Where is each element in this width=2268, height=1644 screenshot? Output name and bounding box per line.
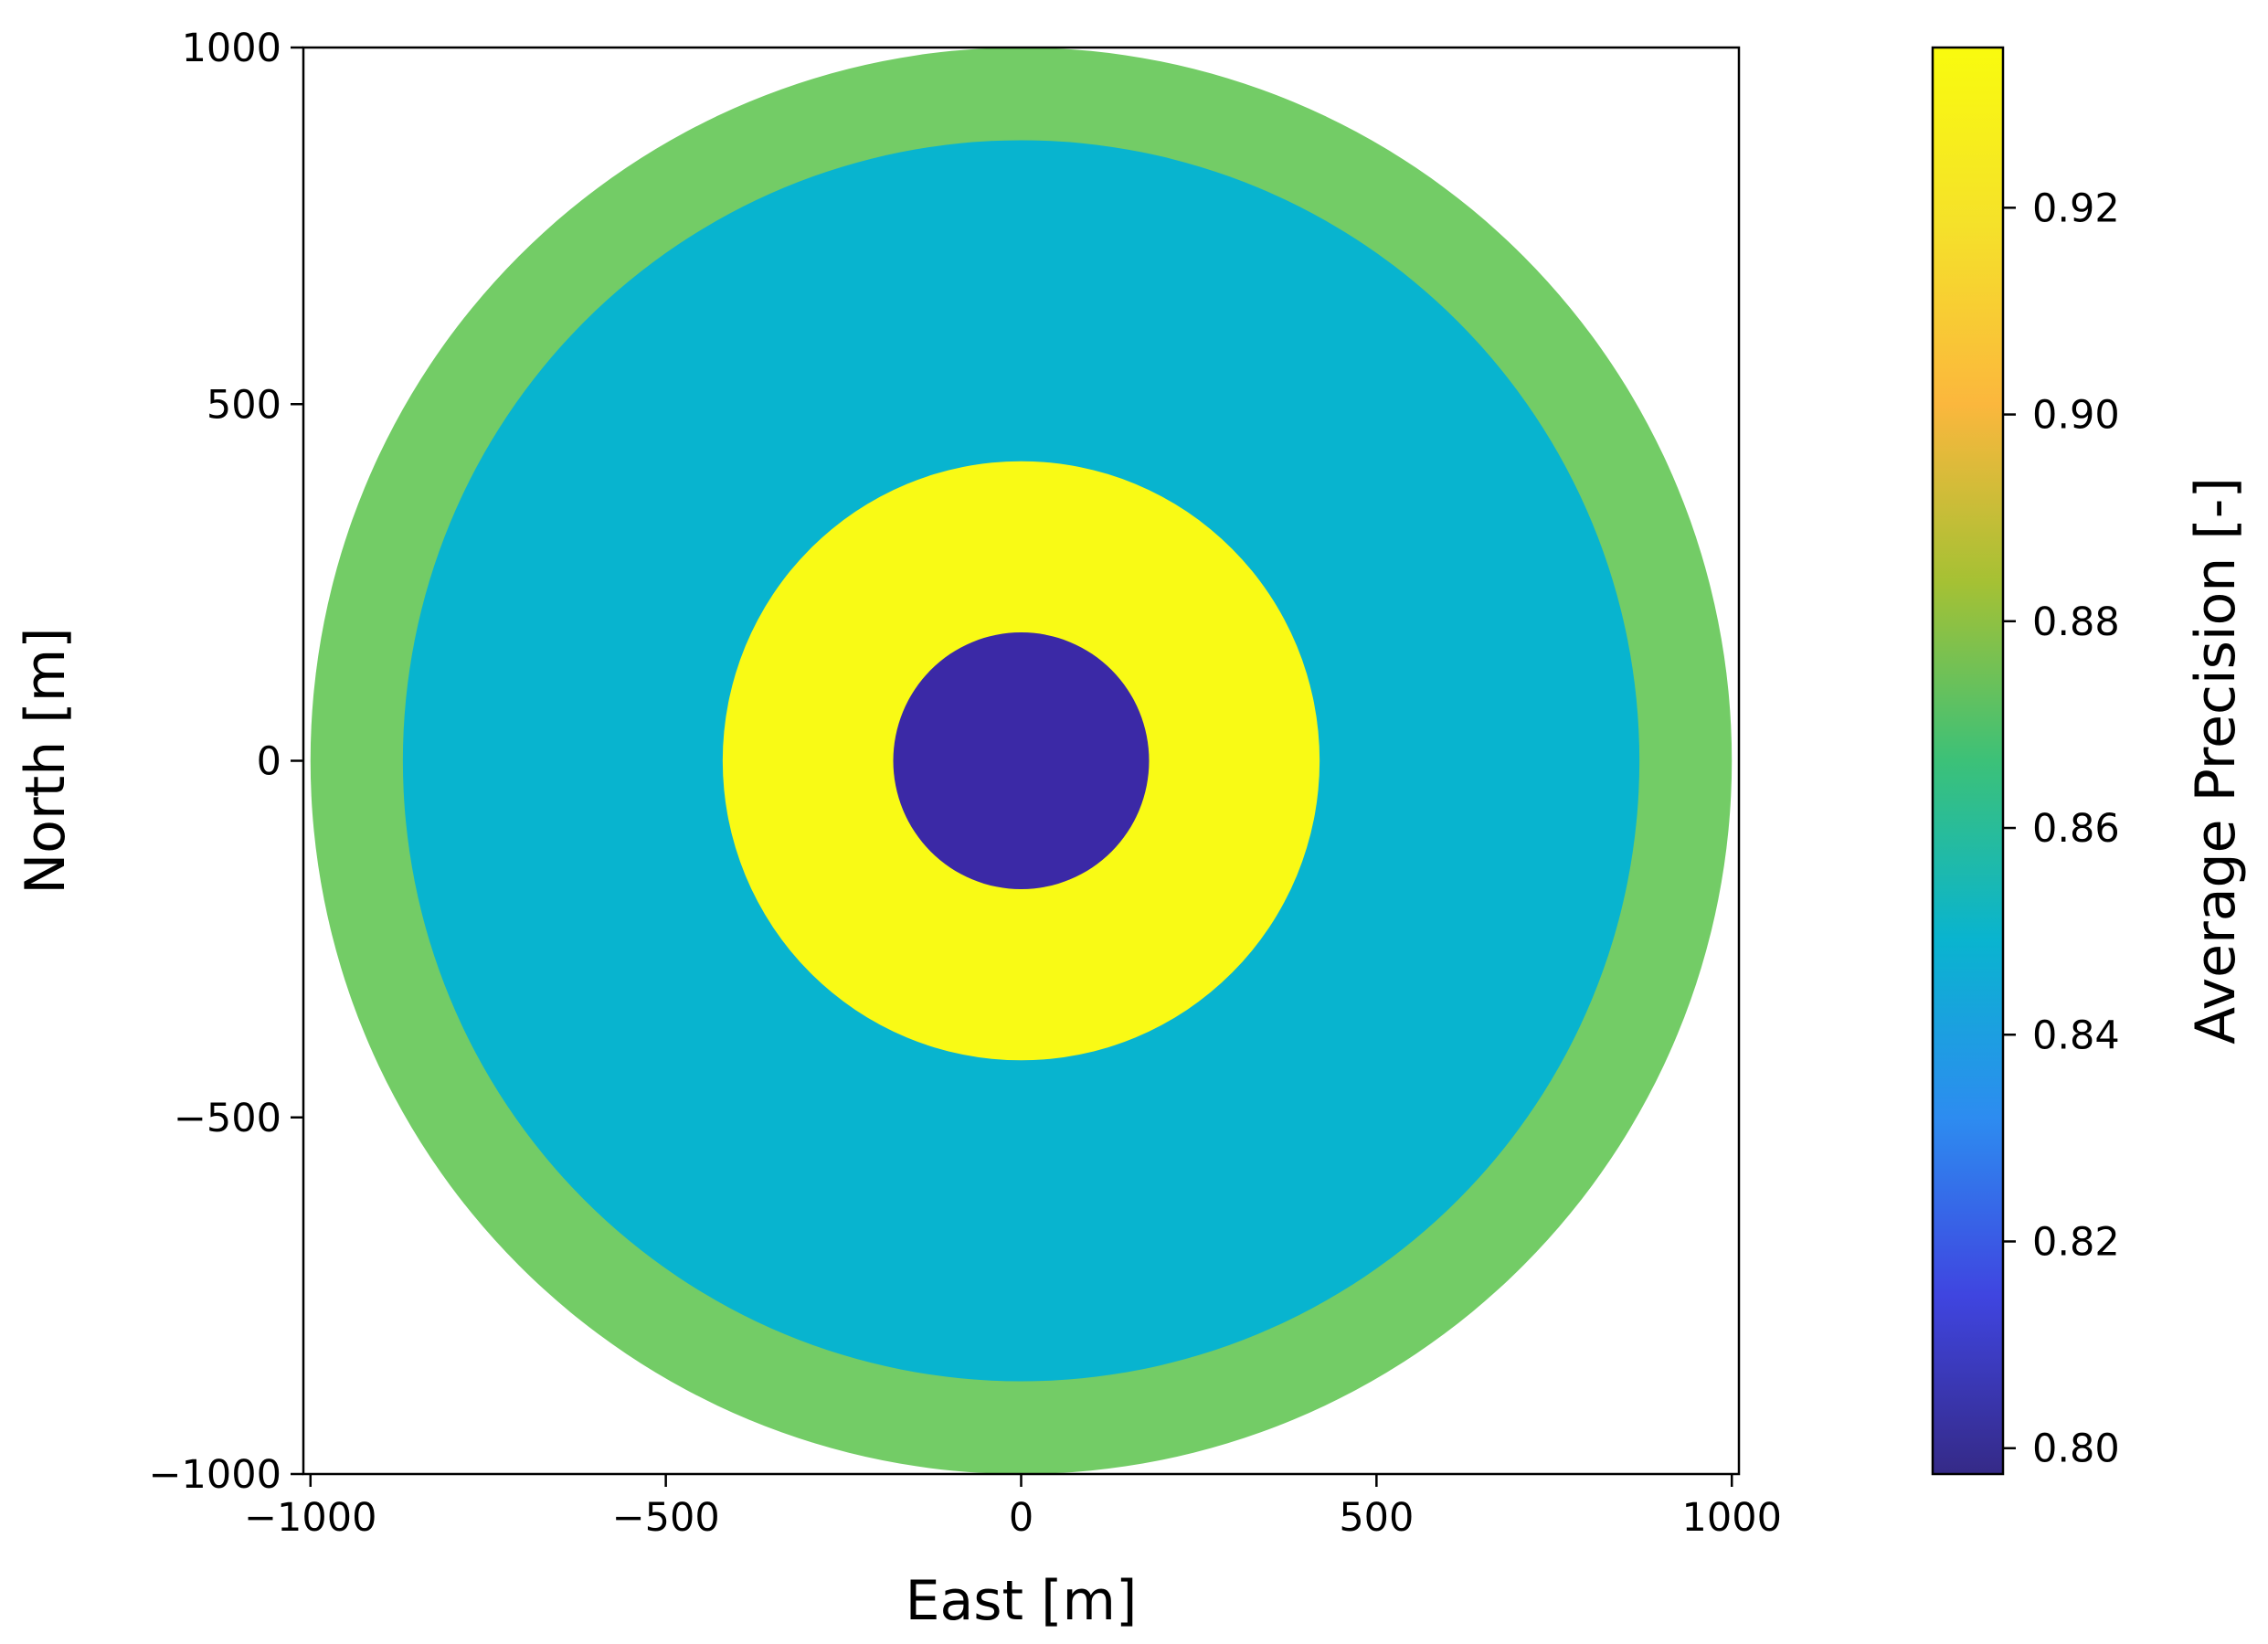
y-tick-label: 0 [257, 739, 281, 785]
x-tick-label: 500 [1339, 1495, 1414, 1541]
x-tick-label: −500 [612, 1495, 720, 1541]
x-tick-label: 0 [1009, 1495, 1033, 1541]
x-tick-label: 1000 [1682, 1495, 1782, 1541]
colorbar-tick-label: 0.84 [2032, 1013, 2120, 1058]
colorbar-tick-label: 0.88 [2032, 599, 2120, 645]
colorbar-tick-label: 0.86 [2032, 806, 2120, 852]
y-axis-label: North [m] [14, 627, 78, 894]
y-tick-label: −1000 [149, 1452, 281, 1498]
x-axis: −1000 −500 0 500 1000 [244, 1474, 1782, 1541]
x-axis-label: East [m] [906, 1569, 1138, 1633]
colorbar-tick-label: 0.80 [2032, 1427, 2120, 1472]
colorbar-label: Average Precision [-] [2184, 477, 2248, 1045]
y-tick-label: 500 [207, 382, 281, 428]
y-axis: −1000 −500 0 500 1000 [149, 26, 303, 1498]
y-tick-label: −500 [174, 1096, 281, 1141]
plot-area [302, 46, 1741, 1476]
colorbar-tick-label: 0.92 [2032, 186, 2120, 231]
colorbar-gradient [1931, 46, 2005, 1476]
colorbar: 0.80 0.82 0.84 0.86 0.88 0.90 0.92 [1931, 46, 2120, 1476]
x-tick-label: −1000 [244, 1495, 376, 1541]
colorbar-tick-label: 0.82 [2032, 1219, 2120, 1265]
colorbar-tick-label: 0.90 [2032, 393, 2120, 439]
ring-region-3 [893, 632, 1150, 889]
y-tick-label: 1000 [182, 26, 281, 71]
